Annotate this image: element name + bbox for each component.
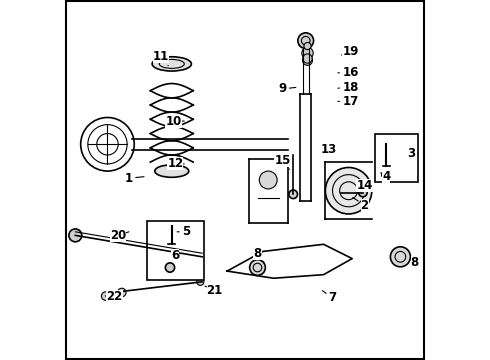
Circle shape [249,260,266,275]
Ellipse shape [152,57,192,71]
Circle shape [325,167,372,214]
Text: 7: 7 [322,291,337,305]
Text: 19: 19 [342,45,359,58]
Text: 9: 9 [278,82,296,95]
Text: 6: 6 [171,248,179,261]
Circle shape [359,188,367,197]
Circle shape [298,33,314,49]
Text: 18: 18 [338,81,359,94]
Circle shape [197,278,204,285]
Text: 16: 16 [338,66,359,79]
Text: 10: 10 [166,114,184,127]
Text: 14: 14 [357,179,373,192]
Circle shape [289,190,297,199]
Circle shape [304,42,311,50]
Text: 21: 21 [205,284,223,297]
Circle shape [165,263,174,272]
Circle shape [101,292,110,300]
Text: 8: 8 [411,256,419,269]
Circle shape [391,247,411,267]
Text: 3: 3 [407,147,418,160]
Text: 17: 17 [338,95,359,108]
Text: 4: 4 [381,170,390,183]
Text: 12: 12 [167,157,184,170]
Text: 1: 1 [125,172,144,185]
Circle shape [382,171,389,178]
Ellipse shape [155,165,189,177]
Circle shape [118,288,126,297]
Text: 11: 11 [153,50,169,66]
Text: 13: 13 [321,143,337,156]
Circle shape [69,229,82,242]
Text: 5: 5 [177,225,190,238]
Text: 2: 2 [353,198,369,212]
Bar [147,221,204,280]
Bar [375,134,418,182]
Circle shape [302,55,313,65]
Text: 8: 8 [253,247,265,264]
Circle shape [303,54,312,63]
Text: 20: 20 [110,229,129,242]
Text: 22: 22 [106,289,122,303]
Text: 15: 15 [274,154,291,169]
Circle shape [259,171,277,189]
Circle shape [302,48,313,59]
